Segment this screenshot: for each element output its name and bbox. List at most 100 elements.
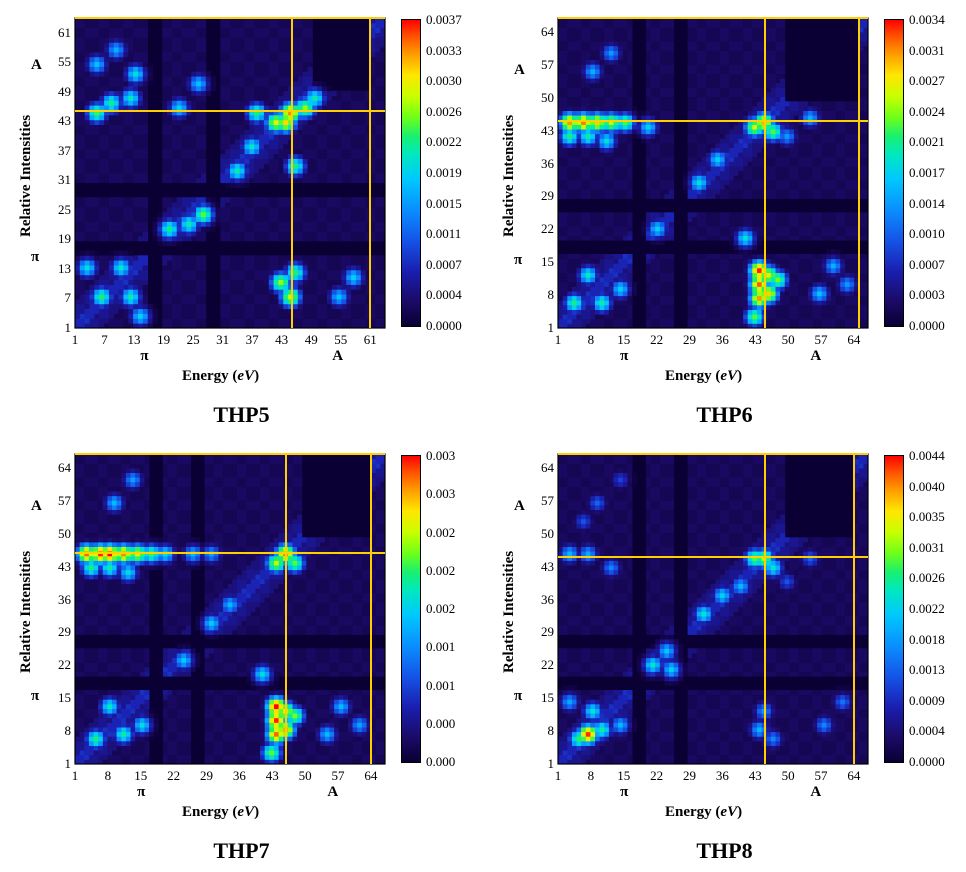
colorbar-tick: 0.0033 [426,43,462,59]
colorbar-tick: 0.0030 [426,73,462,89]
colorbar-tick: 0.0031 [909,43,945,59]
y-tick: 57 [528,493,554,509]
panel-title: THP6 [483,402,966,428]
x-sec-pi: π [620,784,628,801]
x-tick: 15 [617,768,630,784]
colorbar-tick: 0.0011 [426,226,461,242]
colorbar-tick: 0.0026 [909,570,945,586]
y-tick: 25 [45,202,71,218]
y-sec-A: A [514,62,525,79]
colorbar-tick: 0.0000 [426,318,462,334]
colorbar-tick: 0.0004 [426,287,462,303]
colorbar-tick: 0.0044 [909,448,945,464]
x-axis-label: Energy (eV) [182,804,259,821]
y-tick: 50 [528,90,554,106]
y-tick: 43 [45,113,71,129]
colorbar-tick: 0.0024 [909,104,945,120]
y-tick: 31 [45,172,71,188]
colorbar-tick: 0.000 [426,716,455,732]
x-tick: 50 [299,768,312,784]
x-sec-pi: π [620,348,628,365]
y-tick: 36 [45,592,71,608]
colorbar-tick: 0.001 [426,639,455,655]
y-tick: 29 [528,188,554,204]
y-sec-A: A [31,498,42,515]
y-tick: 43 [528,123,554,139]
y-tick: 36 [528,592,554,608]
x-tick: 43 [266,768,279,784]
x-tick: 57 [815,332,828,348]
colorbar-tick: 0.0014 [909,196,945,212]
guide-vline [853,454,855,764]
guide-hline [558,453,868,455]
y-tick: 36 [528,156,554,172]
guide-hline [75,110,385,112]
panel-thp8: 0.00000.00040.00090.00130.00180.00220.00… [483,436,966,872]
x-axis-label: Energy (eV) [182,368,259,385]
colorbar-tick: 0.001 [426,678,455,694]
y-tick: 22 [528,657,554,673]
x-axis-label: Energy (eV) [665,804,742,821]
x-tick: 8 [588,768,595,784]
x-tick: 49 [305,332,318,348]
y-tick: 57 [45,493,71,509]
x-tick: 7 [101,332,108,348]
y-axis-label: Relative Intensities [501,551,518,673]
y-tick: 49 [45,84,71,100]
colorbar-tick: 0.0009 [909,693,945,709]
colorbar-tick: 0.0022 [909,601,945,617]
colorbar-tick: 0.0040 [909,479,945,495]
y-tick: 15 [528,254,554,270]
x-tick: 13 [128,332,141,348]
x-tick: 1 [72,768,79,784]
y-tick: 43 [45,559,71,575]
guide-vline [764,454,766,764]
colorbar-tick: 0.000 [426,754,455,770]
y-tick: 50 [45,526,71,542]
colorbar-tick: 0.0026 [426,104,462,120]
x-tick: 8 [105,768,112,784]
x-tick: 64 [364,768,377,784]
x-tick: 15 [617,332,630,348]
x-tick: 36 [233,768,246,784]
guide-hline [558,120,868,122]
panel-thp7: 0.0000.0000.0010.0010.0020.0020.0020.003… [0,436,483,872]
guide-hline [75,17,385,19]
y-tick: 8 [528,287,554,303]
guide-hline [558,556,868,558]
y-sec-pi: π [514,688,522,705]
y-tick: 1 [45,756,71,772]
colorbar-tick: 0.0004 [909,723,945,739]
colorbar-tick: 0.0000 [909,318,945,334]
y-sec-pi: π [31,249,39,266]
colorbar-tick: 0.0034 [909,12,945,28]
colorbar-tick: 0.0018 [909,632,945,648]
y-tick: 15 [528,690,554,706]
x-sec-A: A [810,784,821,801]
x-tick: 64 [847,332,860,348]
panel-title: THP7 [0,838,483,864]
colorbar-tick: 0.0013 [909,662,945,678]
colorbar [402,20,420,326]
x-tick: 43 [275,332,288,348]
colorbar-tick: 0.0010 [909,226,945,242]
x-tick: 31 [216,332,229,348]
x-tick: 29 [683,332,696,348]
x-tick: 1 [555,332,562,348]
x-tick: 36 [716,332,729,348]
y-tick: 64 [528,24,554,40]
y-tick: 64 [45,460,71,476]
colorbar-tick: 0.0031 [909,540,945,556]
x-sec-A: A [810,348,821,365]
panel-thp5: 0.00000.00040.00070.00110.00150.00190.00… [0,0,483,436]
x-sec-A: A [327,784,338,801]
y-tick: 22 [45,657,71,673]
x-tick: 64 [847,768,860,784]
x-tick: 29 [200,768,213,784]
x-tick: 50 [782,768,795,784]
colorbar [885,20,903,326]
x-tick: 25 [187,332,200,348]
colorbar-tick: 0.0021 [909,134,945,150]
x-tick: 1 [72,332,79,348]
colorbar-tick: 0.003 [426,448,455,464]
